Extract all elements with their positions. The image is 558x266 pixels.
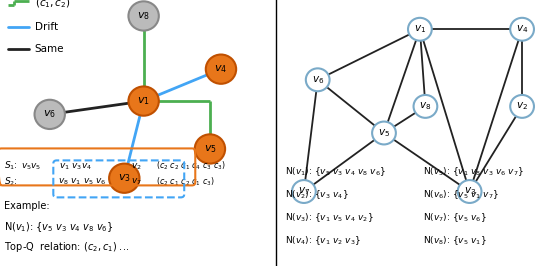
- Text: $v_{3}$: $v_{3}$: [464, 186, 476, 197]
- Text: $v_5$$v_5$: $v_5$$v_5$: [21, 161, 41, 172]
- Text: $S_2$:: $S_2$:: [4, 175, 18, 188]
- Text: $v_{8}$: $v_{8}$: [137, 10, 150, 22]
- Text: Same: Same: [35, 44, 64, 54]
- Text: N$(v_1)$: {$v_5\ v_3\ v_4\ v_8\ v_6$}: N$(v_1)$: {$v_5\ v_3\ v_4\ v_8\ v_6$}: [285, 165, 386, 178]
- Circle shape: [510, 95, 534, 118]
- Text: $v_{5}$: $v_{5}$: [378, 127, 390, 139]
- Text: Example:: Example:: [4, 201, 50, 211]
- Circle shape: [510, 18, 534, 41]
- Text: N$(v_2)$: {$v_3\ v_4$}: N$(v_2)$: {$v_3\ v_4$}: [285, 188, 348, 201]
- Text: $v_2$: $v_2$: [131, 161, 142, 172]
- Text: $S_1$:: $S_1$:: [4, 160, 18, 172]
- Text: $v_{8}$: $v_{8}$: [419, 101, 431, 112]
- Text: $(c_2\ c_2\ c_1\ c_4\ c_3\ c_3)$: $(c_2\ c_2\ c_1\ c_4\ c_3\ c_3)$: [156, 160, 226, 172]
- Text: N$(v_4)$: {$v_1\ v_2\ v_3$}: N$(v_4)$: {$v_1\ v_2\ v_3$}: [285, 235, 360, 247]
- Text: N$(v_6)$: {$v_5\ v_1\ v_7$}: N$(v_6)$: {$v_5\ v_1\ v_7$}: [422, 188, 499, 201]
- Circle shape: [35, 100, 65, 129]
- Text: $v_{5}$: $v_{5}$: [204, 143, 217, 155]
- Text: $v_{2}$: $v_{2}$: [516, 101, 528, 112]
- Text: $v_1\ v_3$$v_4$: $v_1\ v_3$$v_4$: [59, 161, 93, 172]
- Text: $v_7$: $v_7$: [131, 176, 142, 187]
- Text: $v_{3}$: $v_{3}$: [118, 172, 131, 184]
- Text: N$(v_5)$: {$v_1\ v_8\ v_3\ v_6\ v_7$}: N$(v_5)$: {$v_1\ v_8\ v_3\ v_6\ v_7$}: [422, 165, 524, 178]
- Text: $v_{1}$: $v_{1}$: [137, 95, 150, 107]
- Text: Top-Q  relation: $(c_2,c_1)$ ...: Top-Q relation: $(c_2,c_1)$ ...: [4, 240, 129, 254]
- Circle shape: [458, 180, 482, 203]
- Text: $(c_2\ c_1\ c_2\ c_1\ c_3)$: $(c_2\ c_1\ c_2\ c_1\ c_3)$: [156, 175, 215, 188]
- Text: $v_{4}$: $v_{4}$: [516, 23, 528, 35]
- Circle shape: [306, 68, 330, 91]
- Circle shape: [408, 18, 432, 41]
- Text: N$(v_1)$: {$v_5\ v_3\ v_4\ v_8\ v_6$}: N$(v_1)$: {$v_5\ v_3\ v_4\ v_8\ v_6$}: [4, 221, 114, 234]
- Circle shape: [292, 180, 316, 203]
- Circle shape: [413, 95, 437, 118]
- Text: $v_{6}$: $v_{6}$: [311, 74, 324, 86]
- Circle shape: [372, 122, 396, 144]
- Circle shape: [128, 1, 159, 31]
- Text: Drift: Drift: [35, 22, 57, 32]
- Text: $v_{6}$: $v_{6}$: [43, 109, 56, 120]
- Text: N$(v_7)$: {$v_5\ v_6$}: N$(v_7)$: {$v_5\ v_6$}: [422, 211, 487, 224]
- Text: $v_{7}$: $v_{7}$: [298, 186, 310, 197]
- Text: $v_{1}$: $v_{1}$: [414, 23, 426, 35]
- Text: $v_8\ v_1\ v_5\ v_6$: $v_8\ v_1\ v_5\ v_6$: [58, 176, 107, 187]
- Circle shape: [195, 134, 225, 164]
- Text: $(c_1, c_2)$: $(c_1, c_2)$: [35, 0, 70, 10]
- Circle shape: [128, 86, 159, 116]
- Circle shape: [206, 55, 236, 84]
- Text: N$(v_8)$: {$v_5\ v_1$}: N$(v_8)$: {$v_5\ v_1$}: [422, 235, 487, 247]
- Circle shape: [109, 164, 140, 193]
- Text: $v_{4}$: $v_{4}$: [214, 63, 228, 75]
- Text: N$(v_3)$: {$v_1\ v_5\ v_4\ v_2$}: N$(v_3)$: {$v_1\ v_5\ v_4\ v_2$}: [285, 211, 373, 224]
